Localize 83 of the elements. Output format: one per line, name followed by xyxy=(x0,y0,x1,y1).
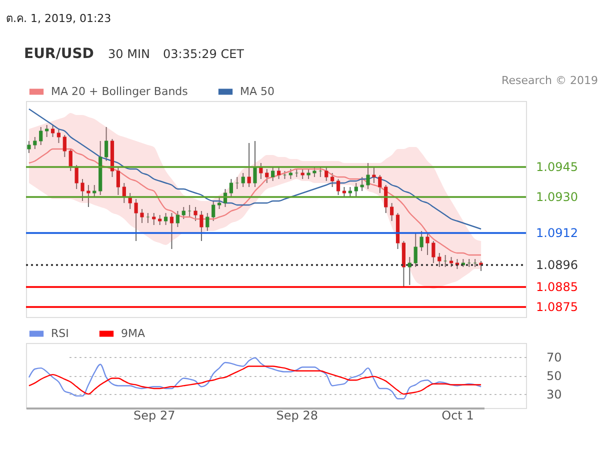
text: Research © 2019 xyxy=(502,74,598,87)
candlestick xyxy=(176,210,180,228)
line-series xyxy=(28,366,482,395)
text: 30 MIN xyxy=(108,47,150,61)
candlestick xyxy=(212,200,216,222)
candlestick xyxy=(420,230,424,252)
candlestick xyxy=(390,202,394,222)
candlestick xyxy=(50,124,55,138)
text: ต.ค. 1, 2019, 01:23 xyxy=(6,12,112,25)
candlestick xyxy=(414,232,418,268)
ref-line-label: 1.0945 xyxy=(536,160,578,174)
candlestick xyxy=(247,142,251,188)
candlestick xyxy=(62,134,66,158)
candlestick xyxy=(384,184,388,214)
candlestick xyxy=(182,206,186,220)
y-tick-label: 50 xyxy=(546,369,562,383)
candlestick xyxy=(378,174,382,194)
candlestick xyxy=(134,198,138,242)
candlestick xyxy=(253,140,257,188)
legend-label: MA 20 + Bollinger Bands xyxy=(51,84,188,98)
candlestick xyxy=(241,172,245,188)
candlestick xyxy=(152,212,156,226)
candlestick xyxy=(348,186,352,198)
candlestick xyxy=(265,168,269,184)
candlestick xyxy=(140,208,144,224)
candlestick xyxy=(354,182,358,198)
candlestick xyxy=(56,128,61,144)
ref-line-label: 1.0875 xyxy=(536,300,578,314)
candlestick xyxy=(86,184,90,208)
candlestick xyxy=(438,252,442,268)
candlestick xyxy=(164,212,168,226)
candlestick xyxy=(158,214,162,226)
candlestick xyxy=(218,196,222,210)
ref-line-label: 1.0885 xyxy=(536,280,578,294)
candlestick xyxy=(360,176,364,192)
candlestick xyxy=(426,232,430,256)
candlestick xyxy=(276,166,281,180)
text: 03:35:29 CET xyxy=(163,47,245,61)
candlestick xyxy=(194,206,198,222)
candlestick xyxy=(342,186,346,198)
legend-label: RSI xyxy=(51,326,69,340)
candlestick xyxy=(116,166,120,196)
candlestick xyxy=(74,164,78,190)
candlestick xyxy=(324,166,328,182)
y-tick-label: 30 xyxy=(546,388,562,402)
candlestick xyxy=(229,178,234,198)
line-series xyxy=(28,357,482,400)
candlestick xyxy=(372,166,376,184)
candlestick xyxy=(288,168,292,180)
candlestick xyxy=(206,212,210,232)
candlestick xyxy=(259,162,263,180)
candlestick xyxy=(33,136,37,150)
candlestick xyxy=(92,184,96,198)
candlestick xyxy=(449,256,454,268)
candlestick xyxy=(366,162,370,190)
candlestick xyxy=(80,178,84,202)
candlestick xyxy=(27,140,31,154)
x-tick-label: Sep 27 xyxy=(134,408,176,422)
candlestick xyxy=(68,148,72,172)
x-tick-label: Sep 28 xyxy=(276,408,318,422)
ref-line-label: 1.0930 xyxy=(536,190,578,204)
candlestick xyxy=(402,240,406,288)
candlestick xyxy=(39,126,43,146)
candlestick xyxy=(336,178,340,196)
candlestick xyxy=(271,166,275,182)
candlestick xyxy=(479,260,483,272)
legend-label: 9MA xyxy=(121,326,146,340)
candlestick xyxy=(104,126,108,162)
candlestick xyxy=(300,168,304,180)
candlestick xyxy=(408,256,412,286)
y-tick-label: 70 xyxy=(546,350,562,364)
ref-line-label: 1.0896 xyxy=(536,258,578,272)
chart-title: EUR/USD xyxy=(24,46,94,62)
candlestick xyxy=(45,124,49,138)
candlestick xyxy=(170,212,174,250)
candlestick xyxy=(432,240,436,264)
candlestick xyxy=(200,210,204,242)
candlestick xyxy=(312,166,316,178)
candlestick xyxy=(330,172,334,188)
candlestick xyxy=(306,168,310,180)
ref-line-label: 1.0912 xyxy=(536,226,578,240)
legend-label: MA 50 xyxy=(240,84,275,98)
x-tick-label: Oct 1 xyxy=(442,408,474,422)
